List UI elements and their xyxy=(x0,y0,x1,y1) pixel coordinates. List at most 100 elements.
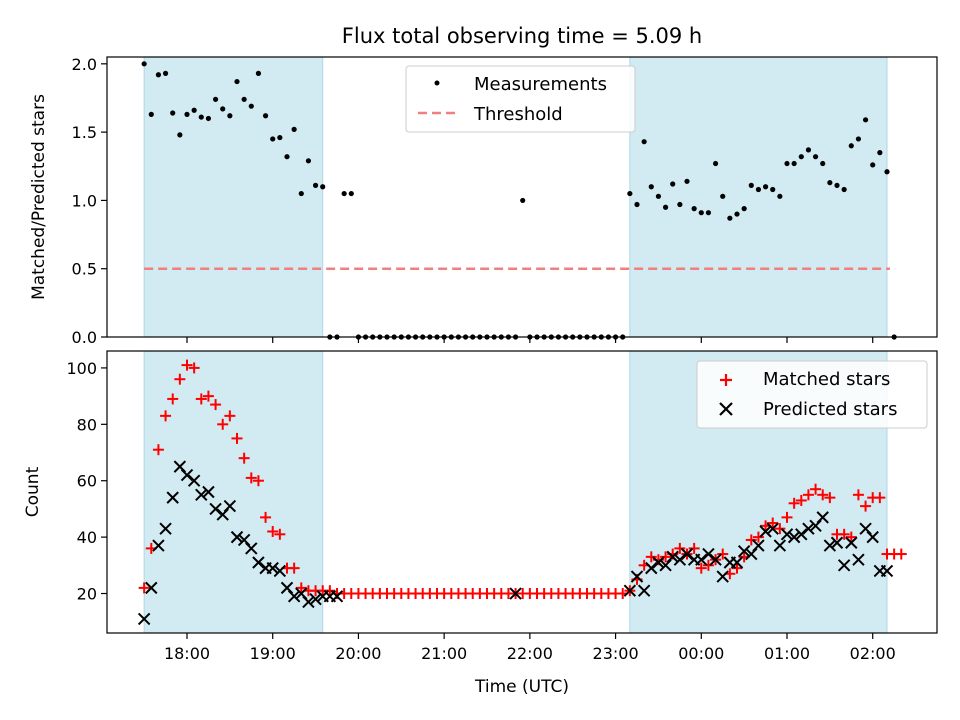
top-shaded-interval-2 xyxy=(629,56,888,338)
predicted-star-point xyxy=(695,553,708,566)
top-y-tick-label: 0.5 xyxy=(72,260,97,279)
predicted-star-point xyxy=(773,539,787,552)
measurement-point xyxy=(698,210,704,216)
x-tick-label: 19:00 xyxy=(250,644,296,663)
x-tick-label: 00:00 xyxy=(678,644,724,663)
matched-star-point xyxy=(267,525,279,537)
top-panel-shaded-intervals xyxy=(143,56,888,338)
predicted-star-point xyxy=(845,536,858,549)
matched-star-point xyxy=(238,452,250,464)
matched-star-point xyxy=(752,531,764,543)
predicted-star-point xyxy=(245,542,258,555)
top-y-tick-label: 2.0 xyxy=(72,55,97,74)
matched-star-point xyxy=(660,551,672,563)
legend-measurements-marker xyxy=(434,80,440,86)
measurement-point xyxy=(277,134,283,141)
measurement-point xyxy=(205,115,212,122)
matched-star-point xyxy=(731,562,743,574)
matched-star-point xyxy=(852,489,864,501)
bottom-panel-frame xyxy=(106,350,938,634)
measurement-point xyxy=(720,193,726,199)
top-panel-x-ticks xyxy=(186,337,874,343)
matched-star-point xyxy=(224,410,236,422)
measurement-point xyxy=(862,117,869,123)
predicted-star-point xyxy=(680,547,694,561)
predicted-star-point xyxy=(287,590,301,603)
top-panel-y-ticks: 0.0 0.5 1.0 1.5 2.0 xyxy=(72,55,107,347)
measurement-point xyxy=(262,113,269,119)
measurement-point xyxy=(184,111,190,117)
top-y-tick-label: 1.5 xyxy=(72,123,97,142)
measurement-point xyxy=(827,180,833,186)
measurement-point xyxy=(248,103,254,109)
matched-star-point xyxy=(210,399,222,411)
predicted-star-point xyxy=(252,556,265,569)
predicted-star-point xyxy=(223,499,237,513)
predicted-star-point xyxy=(830,536,844,549)
top-shaded-interval-1 xyxy=(143,56,324,338)
predicted-star-point xyxy=(709,553,722,566)
x-tick-label: 02:00 xyxy=(850,644,896,663)
predicted-star-point xyxy=(802,522,815,535)
legend-matched-marker xyxy=(720,374,732,386)
top-panel-legend: Measurements Threshold xyxy=(405,65,636,133)
measurement-point xyxy=(191,107,197,113)
matched-star-point xyxy=(788,497,800,509)
measurement-point xyxy=(155,72,162,78)
measurement-point xyxy=(734,211,740,217)
predicted-star-point xyxy=(187,474,201,487)
measurement-point xyxy=(812,154,819,160)
matched-star-point xyxy=(688,542,700,554)
top-y-tick-label: 0.0 xyxy=(72,328,97,347)
predicted-star-point xyxy=(166,491,179,504)
predicted-star-point xyxy=(737,545,751,558)
measurement-point xyxy=(791,160,797,167)
predicted-star-point xyxy=(752,539,765,552)
matched-star-point xyxy=(674,542,686,554)
measurement-point xyxy=(884,169,890,175)
predicted-star-point xyxy=(509,587,522,600)
measurement-point xyxy=(198,114,204,120)
predicted-star-point xyxy=(309,592,322,606)
predicted-star-point xyxy=(780,528,794,541)
measurement-point xyxy=(684,178,690,184)
measurement-point xyxy=(348,190,354,197)
measurement-point xyxy=(691,206,697,212)
x-tick-label: 01:00 xyxy=(764,644,810,663)
measurement-point xyxy=(227,113,233,119)
measurement-point xyxy=(220,106,226,112)
measurement-point xyxy=(305,158,312,164)
matched-star-point xyxy=(202,390,214,402)
predicted-star-point xyxy=(330,590,344,603)
matched-star-point xyxy=(795,494,807,506)
predicted-star-point xyxy=(795,528,808,541)
top-panel-frame xyxy=(106,56,938,338)
measurement-point xyxy=(855,136,862,142)
measurement-point xyxy=(634,201,640,208)
matched-star-point xyxy=(717,548,729,560)
bottom-y-tick-label: 100 xyxy=(66,359,97,378)
matched-star-point xyxy=(810,483,822,495)
predicted-star-point xyxy=(852,553,865,566)
measurement-point xyxy=(784,160,790,167)
bottom-y-tick-label: 80 xyxy=(77,415,97,434)
measurement-point xyxy=(298,190,304,197)
measurement-point xyxy=(234,78,240,85)
predicted-star-point xyxy=(230,530,244,544)
bottom-panel-predicted-points xyxy=(137,460,894,626)
measurement-point xyxy=(320,184,326,190)
matched-star-point xyxy=(160,410,172,422)
matched-star-point xyxy=(231,432,243,444)
measurement-point xyxy=(284,154,290,160)
predicted-star-point xyxy=(816,511,829,524)
bottom-panel-matched-points xyxy=(138,359,907,600)
predicted-star-point xyxy=(623,584,637,597)
matched-star-point xyxy=(138,582,150,594)
measurement-point xyxy=(212,96,219,102)
x-tick-label: 22:00 xyxy=(507,644,553,663)
predicted-star-point xyxy=(637,584,651,597)
measurement-point xyxy=(670,181,676,187)
bottom-panel-legend: Matched stars Predicted stars xyxy=(696,360,928,429)
legend-predicted-label: Predicted stars xyxy=(763,399,897,420)
matched-star-point xyxy=(645,551,657,563)
